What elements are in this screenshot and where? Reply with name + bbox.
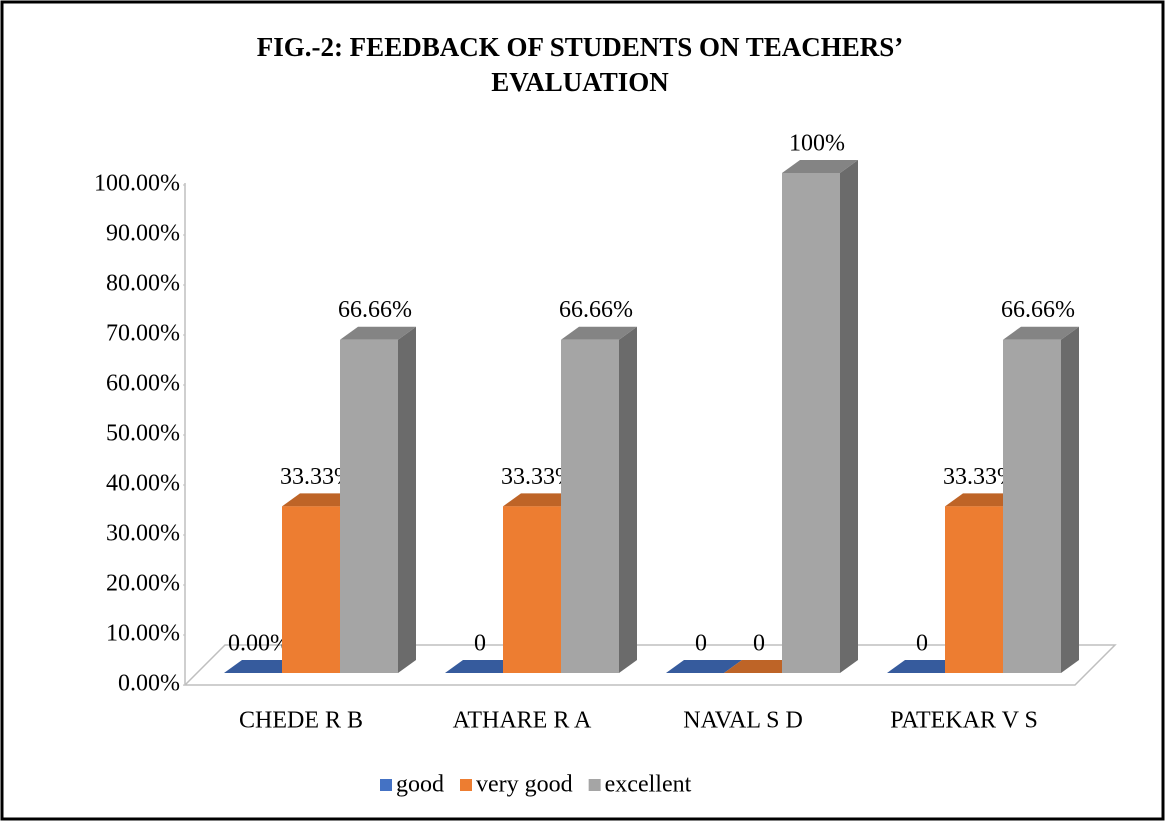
- y-tick-label: 70.00%: [106, 321, 180, 347]
- legend-label: very good: [476, 772, 573, 798]
- data-label: 0: [695, 631, 707, 657]
- bar-top: [282, 493, 358, 507]
- bar-side: [619, 326, 637, 673]
- bar-front: [782, 173, 840, 673]
- bar-top: [503, 493, 579, 507]
- y-tick-label: 90.00%: [106, 221, 180, 247]
- x-tick-label: CHEDE R B: [239, 708, 363, 734]
- bar-front: [945, 506, 1003, 673]
- legend-swatch: [380, 779, 392, 791]
- bar-top: [1003, 326, 1079, 340]
- floor: [183, 644, 1117, 686]
- y-tick-label: 20.00%: [106, 571, 180, 597]
- bar-top: [666, 660, 742, 673]
- data-label: 66.66%: [1001, 297, 1075, 323]
- bar-front: [561, 339, 619, 673]
- bar-top: [945, 493, 1021, 507]
- y-tick-label: 0.00%: [118, 671, 180, 697]
- bar-top: [887, 660, 963, 673]
- bar-top: [724, 660, 800, 673]
- bar-top: [340, 326, 416, 340]
- legend-label: good: [396, 772, 444, 798]
- data-label: 66.66%: [338, 297, 412, 323]
- bar-front: [503, 506, 561, 673]
- bar: [887, 660, 963, 673]
- y-tick-label: 40.00%: [106, 471, 180, 497]
- bar-top: [224, 660, 300, 673]
- bar-top: [445, 660, 521, 673]
- y-tick-label: 80.00%: [106, 271, 180, 297]
- data-label: 0.00%: [228, 631, 290, 657]
- legend-swatch: [588, 779, 601, 791]
- data-label: 0: [916, 631, 928, 657]
- bar-side: [398, 326, 416, 673]
- bar: [340, 326, 416, 673]
- bar-side: [840, 160, 858, 673]
- data-label: 0: [474, 631, 486, 657]
- bar: [724, 660, 800, 673]
- y-tick-label: 60.00%: [106, 371, 180, 397]
- x-tick-label: ATHARE R A: [453, 708, 592, 734]
- y-tick-label: 10.00%: [106, 621, 180, 647]
- data-label: 100%: [789, 131, 845, 157]
- y-tick-label: 100.00%: [94, 171, 180, 197]
- legend-label: excellent: [605, 772, 692, 798]
- data-label: 0: [753, 631, 765, 657]
- x-tick-label: NAVAL S D: [683, 708, 803, 734]
- bar-top: [561, 326, 637, 340]
- y-tick-label: 50.00%: [106, 421, 180, 447]
- bar-side: [1061, 326, 1079, 673]
- bar-top: [782, 160, 858, 173]
- bar: [1003, 326, 1079, 673]
- bar-front: [340, 339, 398, 673]
- bar: [782, 160, 858, 673]
- bar: [561, 326, 637, 673]
- bar-front: [1003, 339, 1061, 673]
- bar: [666, 660, 742, 673]
- bar: [224, 660, 300, 673]
- bar-front: [282, 506, 340, 673]
- legend-swatch: [460, 779, 472, 791]
- bar: [445, 660, 521, 673]
- x-tick-label: PATEKAR V S: [890, 708, 1038, 734]
- chart-title: FIG.-2: FEEDBACK OF STUDENTS ON TEACHERS…: [257, 32, 904, 97]
- y-tick-label: 30.00%: [106, 521, 180, 547]
- data-label: 66.66%: [559, 297, 633, 323]
